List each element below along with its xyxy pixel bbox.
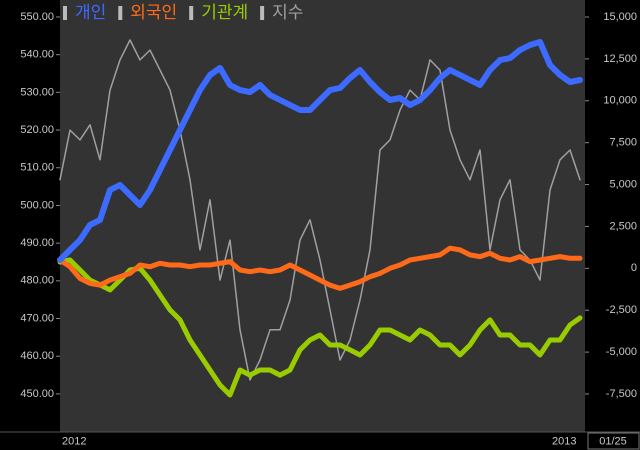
x-tick-label: 2012 — [62, 435, 86, 447]
y-tick-label: 520.00 — [20, 124, 54, 136]
last-date: 01/25 — [599, 435, 627, 447]
series-line — [57, 257, 583, 398]
y2-tick-label: 12,500 — [603, 53, 637, 65]
legend-label: 기관계 — [201, 3, 248, 23]
y-tick-label: 490.00 — [20, 237, 54, 249]
y2-tick-label: 10,000 — [603, 95, 637, 107]
y2-tick-label: 5,000 — [609, 178, 637, 190]
y-tick-label: 530.00 — [20, 86, 54, 98]
y2-tick-label: -5,000 — [606, 346, 637, 358]
legend-label: 개인 — [75, 3, 106, 23]
y-tick-label: 510.00 — [20, 162, 54, 174]
y-tick-label: 500.00 — [20, 199, 54, 211]
y2-tick-label: -7,500 — [606, 388, 637, 400]
series-line — [57, 245, 583, 291]
y2-tick-label: 15,000 — [603, 11, 637, 23]
legend-label: 지수 — [272, 3, 303, 23]
legend-marker — [118, 6, 123, 20]
legend: 개인 외국인 기관계 지수 — [63, 3, 303, 23]
y-tick-label: 460.00 — [20, 350, 54, 362]
legend-marker — [189, 6, 194, 20]
date-box — [587, 432, 640, 450]
y-tick-label: 540.00 — [20, 49, 54, 61]
y-tick-label: 480.00 — [20, 275, 54, 287]
y-tick-label: 470.00 — [20, 312, 54, 324]
series-line — [57, 39, 583, 263]
legend-marker — [63, 6, 67, 20]
series-line — [59, 39, 581, 381]
plot-area — [60, 0, 585, 432]
legend-marker — [260, 6, 265, 20]
x-tick-label: 2013 — [552, 435, 576, 447]
y-tick-label: 450.00 — [20, 388, 54, 400]
y2-tick-label: 2,500 — [609, 220, 637, 232]
legend-label: 외국인 — [130, 3, 177, 23]
y2-tick-label: -2,500 — [606, 304, 637, 316]
y-tick-label: 550.00 — [20, 11, 54, 23]
y2-tick-label: 7,500 — [609, 137, 637, 149]
y2-tick-label: 0 — [631, 262, 637, 274]
